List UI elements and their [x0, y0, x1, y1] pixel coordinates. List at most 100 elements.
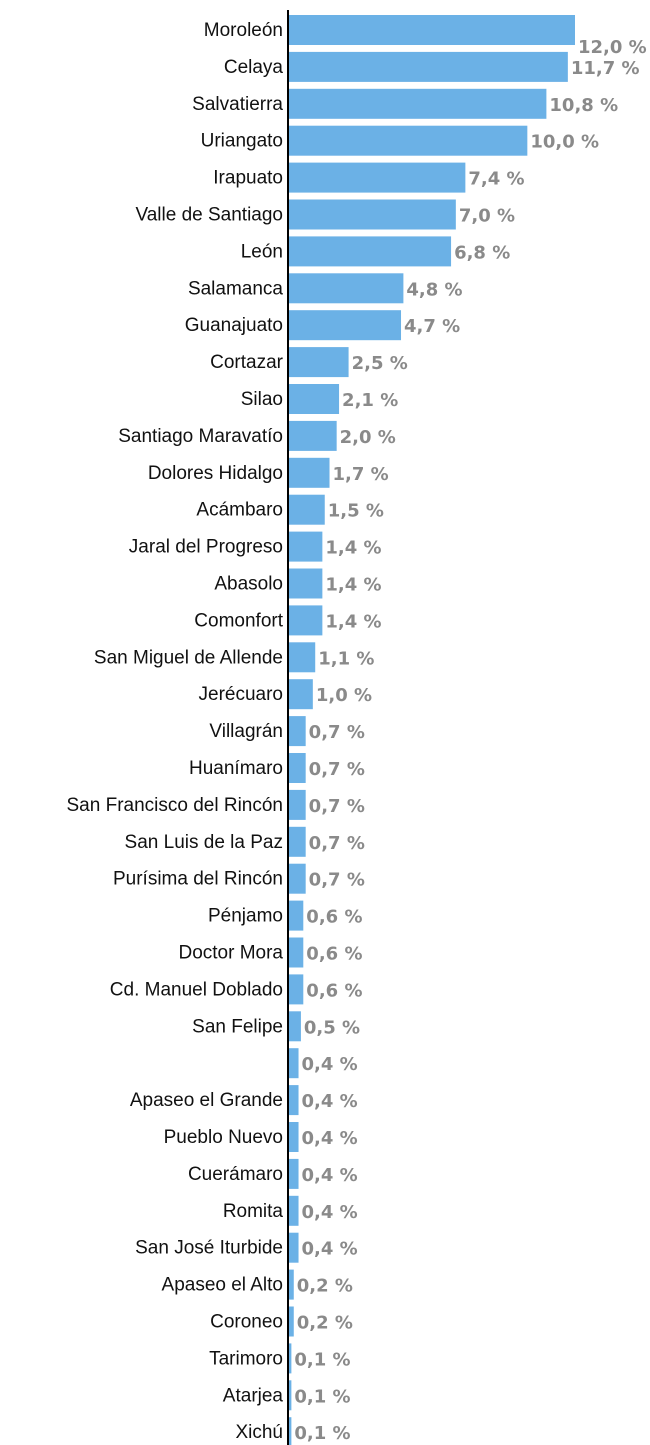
bar [289, 1269, 294, 1300]
category-label: Moroleón [204, 20, 283, 41]
bar [289, 974, 304, 1005]
value-label: 11,7 % [571, 58, 640, 79]
category-label: San José Iturbide [135, 1238, 283, 1259]
bar [289, 15, 575, 45]
value-label: 0,1 % [294, 1349, 350, 1370]
category-label: Apaseo el Alto [162, 1275, 283, 1296]
bar [289, 642, 316, 673]
value-label: 0,4 % [302, 1128, 358, 1149]
bar [289, 1085, 299, 1116]
value-label: 1,4 % [325, 538, 381, 559]
category-label: Pueblo Nuevo [164, 1127, 283, 1148]
category-label: Dolores Hidalgo [148, 463, 283, 484]
category-label: Abasolo [214, 574, 283, 595]
bar [289, 88, 547, 119]
bar [289, 494, 325, 525]
category-label: Salamanca [188, 278, 283, 299]
category-label: Romita [223, 1201, 284, 1222]
bar [289, 1158, 299, 1189]
value-label: 0,1 % [294, 1386, 350, 1407]
category-label: Silao [241, 389, 283, 410]
category-label: Jerécuaro [199, 684, 284, 705]
bar [289, 125, 528, 156]
value-label: 0,7 % [309, 833, 365, 854]
bar [289, 863, 306, 894]
value-label: 0,5 % [304, 1017, 360, 1038]
bar [289, 1380, 292, 1411]
bar [289, 1306, 294, 1337]
category-label: Santiago Maravatío [118, 426, 283, 447]
bar [289, 457, 330, 488]
category-label: Valle de Santiago [135, 205, 283, 226]
category-label: Pénjamo [208, 906, 283, 927]
category-label: Comonfort [194, 610, 283, 631]
bar [289, 900, 304, 931]
category-label: San Francisco del Rincón [67, 795, 284, 816]
value-label: 10,8 % [549, 95, 618, 116]
value-label: 0,4 % [302, 1091, 358, 1112]
value-label: 6,8 % [454, 242, 510, 263]
bar [289, 937, 304, 968]
bar [289, 1122, 299, 1152]
value-label: 4,7 % [404, 316, 460, 337]
bar [289, 605, 323, 636]
bar [289, 347, 349, 378]
bar [289, 1011, 301, 1042]
value-label: 0,4 % [302, 1054, 358, 1075]
bar [289, 1343, 292, 1374]
category-label: Coroneo [210, 1312, 283, 1333]
value-label: 7,0 % [459, 206, 515, 227]
value-label: 0,4 % [302, 1202, 358, 1223]
category-label: Jaral del Progreso [129, 537, 283, 558]
category-label: Huanímaro [189, 758, 283, 779]
value-label: 1,4 % [325, 611, 381, 632]
value-label: 0,7 % [309, 759, 365, 780]
category-label: Cuerámaro [188, 1164, 283, 1185]
value-label: 0,4 % [302, 1239, 358, 1260]
value-label: 4,8 % [406, 279, 462, 300]
value-label: 0,6 % [306, 907, 362, 928]
category-label: San Luis de la Paz [125, 832, 283, 853]
value-label: 1,1 % [318, 648, 374, 669]
bar [289, 310, 402, 341]
value-label: 1,0 % [316, 685, 372, 706]
value-label: 1,5 % [328, 501, 384, 522]
value-label: 0,1 % [294, 1423, 350, 1444]
bar [289, 753, 306, 783]
bar [289, 716, 306, 747]
value-label: 2,5 % [352, 353, 408, 374]
category-label: Guanajuato [185, 315, 283, 336]
bar [289, 273, 404, 304]
value-label: 1,4 % [325, 575, 381, 596]
category-label: Doctor Mora [178, 943, 283, 964]
category-label: Atarjea [223, 1385, 284, 1406]
category-label: Purísima del Rincón [113, 869, 283, 890]
category-label: Villagrán [209, 721, 283, 742]
value-label: 0,7 % [309, 722, 365, 743]
value-label: 2,1 % [342, 390, 398, 411]
bar [289, 531, 323, 562]
category-label: León [241, 241, 283, 262]
category-label: Apaseo el Grande [130, 1090, 283, 1111]
category-label: San Felipe [192, 1016, 283, 1037]
value-label: 12,0 % [578, 37, 647, 58]
category-label: Tarimoro [209, 1348, 283, 1369]
bar [289, 384, 340, 414]
bar [289, 236, 452, 267]
value-label: 0,2 % [297, 1276, 353, 1297]
value-label: 0,4 % [302, 1165, 358, 1186]
value-label: 0,6 % [306, 944, 362, 965]
bar [289, 1232, 299, 1263]
bar [289, 826, 306, 857]
value-label: 0,6 % [306, 980, 362, 1001]
bar [289, 1048, 299, 1079]
bar [289, 1417, 292, 1445]
category-label: Acámbaro [196, 500, 283, 521]
category-label: San Miguel de Allende [94, 647, 283, 668]
bar [289, 420, 337, 451]
bar [289, 51, 568, 82]
category-label: Irapuato [213, 168, 283, 189]
category-label: Uriangato [201, 131, 283, 152]
bar [289, 789, 306, 820]
